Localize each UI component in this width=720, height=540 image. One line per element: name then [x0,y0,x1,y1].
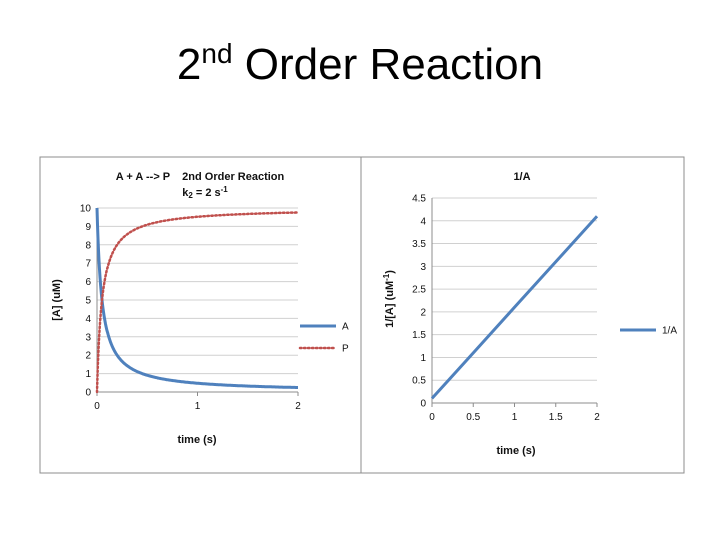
chart-2-ytick-label-1: 0.5 [412,376,426,387]
chart-2-series-1A-line [430,215,599,400]
chart-1-legend-label-1: P [342,344,349,355]
slide-title-sup: nd [201,38,233,69]
chart-1-ytick-label-5: 5 [85,296,91,307]
chart-inverse-title: 1/A [513,171,530,183]
chart-1-ytick-label-9: 9 [85,222,91,233]
chart-2-ytick-label-9: 4.5 [412,194,426,205]
chart-1-ytick-label-10: 10 [80,204,92,215]
chart-1-ytick-label-6: 6 [85,277,91,288]
chart-1-series-A-line [95,207,298,389]
chart-2-xtick-label-4: 2 [594,412,600,423]
chart-1-ytick-label-4: 4 [85,314,91,325]
chart-1-ytick-label-7: 7 [85,259,91,270]
chart-2-ytick-label-6: 3 [420,262,426,273]
chart-2-ytick-label-3: 1.5 [412,330,426,341]
chart-1-ytick-label-2: 2 [85,351,91,362]
chart-1-ytick-label-8: 8 [85,240,91,251]
chart-concentration-ylabel: [A] (uM) [51,279,63,321]
chart-inverse-xlabel: time (s) [496,445,535,457]
slide-title-rest: Order Reaction [232,40,544,89]
chart-concentration-subtitle: k2 = 2 s-1 [182,185,228,200]
rate-constant-value: = 2 s [193,187,221,199]
chart-1-ytick-label-0: 0 [85,388,91,399]
chart-inverse-ylabel-close: ) [384,270,396,274]
chart-2-xtick-label-3: 1.5 [549,412,563,423]
chart-2-ytick-label-0: 0 [420,399,426,410]
chart-inverse-ylabel: 1/[A] (uM-1) [382,270,396,328]
chart-inverse-ylabel-main: 1/[A] (uM [384,281,396,328]
chart-concentration-plot: 0 1 2 3 4 5 6 7 8 9 10 0 1 2 [80,204,301,413]
chart-1-legend-label-0: A [342,322,349,333]
chart-2-xtick-label-2: 1 [512,412,518,423]
chart-1-xtick-label-0: 0 [94,401,100,412]
chart-2-ytick-label-7: 3.5 [412,239,426,250]
chart-2-ytick-label-4: 2 [420,307,426,318]
chart-inverse-legend: 1/A [620,326,677,337]
rate-constant-unit-sup: -1 [221,185,229,194]
chart-1-series-P-line [95,211,300,394]
chart-2-legend-label-0: 1/A [662,326,677,337]
chart-1-ytick-label-1: 1 [85,369,91,380]
chart-inverse-ylabel-sup: -1 [382,273,391,281]
chart-2-ytick-label-5: 2.5 [412,285,426,296]
chart-concentration-xlabel: time (s) [177,434,216,446]
chart-inverse-frame [360,156,685,474]
rate-constant-k: k [182,187,189,199]
slide-title: 2nd Order Reaction [0,38,720,90]
chart-2-ytick-label-8: 4 [420,216,426,227]
chart-2-ytick-label-2: 1 [420,353,426,364]
chart-1-xtick-label-1: 1 [195,401,201,412]
chart-1-xtick-label-2: 2 [295,401,301,412]
chart-concentration: A + A --> P 2nd Order Reaction k2 = 2 s-… [39,156,362,474]
rate-constant-sub: 2 [188,191,193,200]
slide-title-base: 2 [176,40,202,89]
chart-concentration-legend: AP [298,322,349,355]
chart-2-xtick-label-1: 0.5 [466,412,480,423]
chart-2-xtick-label-0: 0 [429,412,435,423]
chart-concentration-title: A + A --> P 2nd Order Reaction [116,171,285,183]
chart-1-ytick-label-3: 3 [85,332,91,343]
chart-inverse: 1/A 0 0.5 1 1.5 2 2.5 3 3.5 4 4.5 0 0.5 1 1.5 2 time (… [360,156,685,474]
chart-inverse-plot: 0 0.5 1 1.5 2 2.5 3 3.5 4 4.5 0 0.5 1 1.5 2 [412,194,600,424]
